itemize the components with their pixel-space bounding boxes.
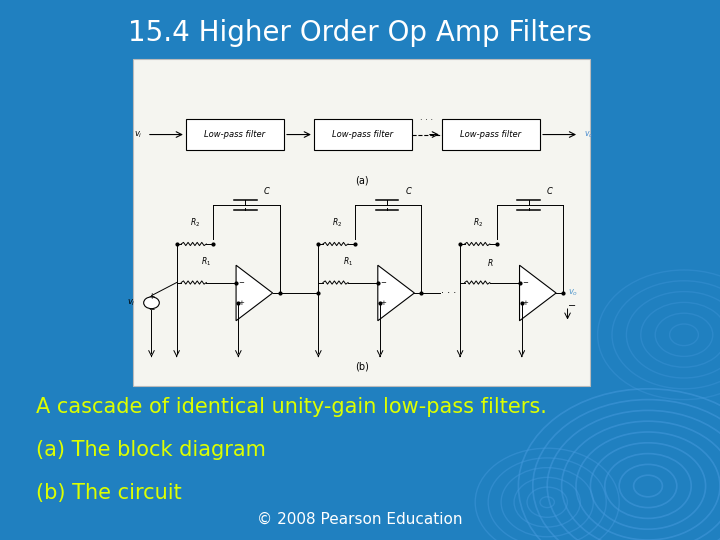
Text: −: − <box>567 301 576 311</box>
Polygon shape <box>236 265 273 321</box>
Text: $R_2$: $R_2$ <box>331 217 342 230</box>
Text: $v_i$: $v_i$ <box>134 129 143 140</box>
Text: $R_2$: $R_2$ <box>190 217 200 230</box>
Text: +: + <box>380 300 386 306</box>
Text: −: − <box>148 305 155 314</box>
Text: +: + <box>238 300 245 306</box>
FancyBboxPatch shape <box>442 119 540 150</box>
Text: 15.4 Higher Order Op Amp Filters: 15.4 Higher Order Op Amp Filters <box>128 19 592 47</box>
FancyBboxPatch shape <box>186 119 284 150</box>
Text: −: − <box>238 280 245 286</box>
Text: A cascade of identical unity-gain low-pass filters.: A cascade of identical unity-gain low-pa… <box>36 397 547 417</box>
Text: $v_o$: $v_o$ <box>583 129 593 140</box>
Text: Low-pass filter: Low-pass filter <box>460 130 521 139</box>
Text: · · ·: · · · <box>420 116 433 125</box>
Text: $R_1$: $R_1$ <box>343 255 354 268</box>
Circle shape <box>144 297 159 309</box>
Text: +: + <box>148 292 155 301</box>
Text: (b) The circuit: (b) The circuit <box>36 483 181 503</box>
Polygon shape <box>520 265 556 321</box>
Text: (a) The block diagram: (a) The block diagram <box>36 440 266 460</box>
Text: (a): (a) <box>355 176 369 185</box>
Text: $v_i$: $v_i$ <box>127 298 135 308</box>
FancyBboxPatch shape <box>314 119 412 150</box>
Text: Low-pass filter: Low-pass filter <box>333 130 394 139</box>
Text: © 2008 Pearson Education: © 2008 Pearson Education <box>257 511 463 526</box>
Text: Low-pass filter: Low-pass filter <box>204 130 266 139</box>
Text: $v_o$: $v_o$ <box>567 288 578 298</box>
Text: · · ·: · · · <box>441 288 456 298</box>
Text: C: C <box>405 187 411 196</box>
FancyBboxPatch shape <box>133 59 590 386</box>
Text: +: + <box>522 300 528 306</box>
Text: (b): (b) <box>355 361 369 372</box>
Text: $R_2$: $R_2$ <box>473 217 484 230</box>
Text: $R$: $R$ <box>487 257 493 268</box>
Text: −: − <box>380 280 386 286</box>
Polygon shape <box>378 265 415 321</box>
Text: −: − <box>522 280 528 286</box>
Text: C: C <box>264 187 269 196</box>
Text: $R_1$: $R_1$ <box>202 255 212 268</box>
Text: C: C <box>547 187 553 196</box>
